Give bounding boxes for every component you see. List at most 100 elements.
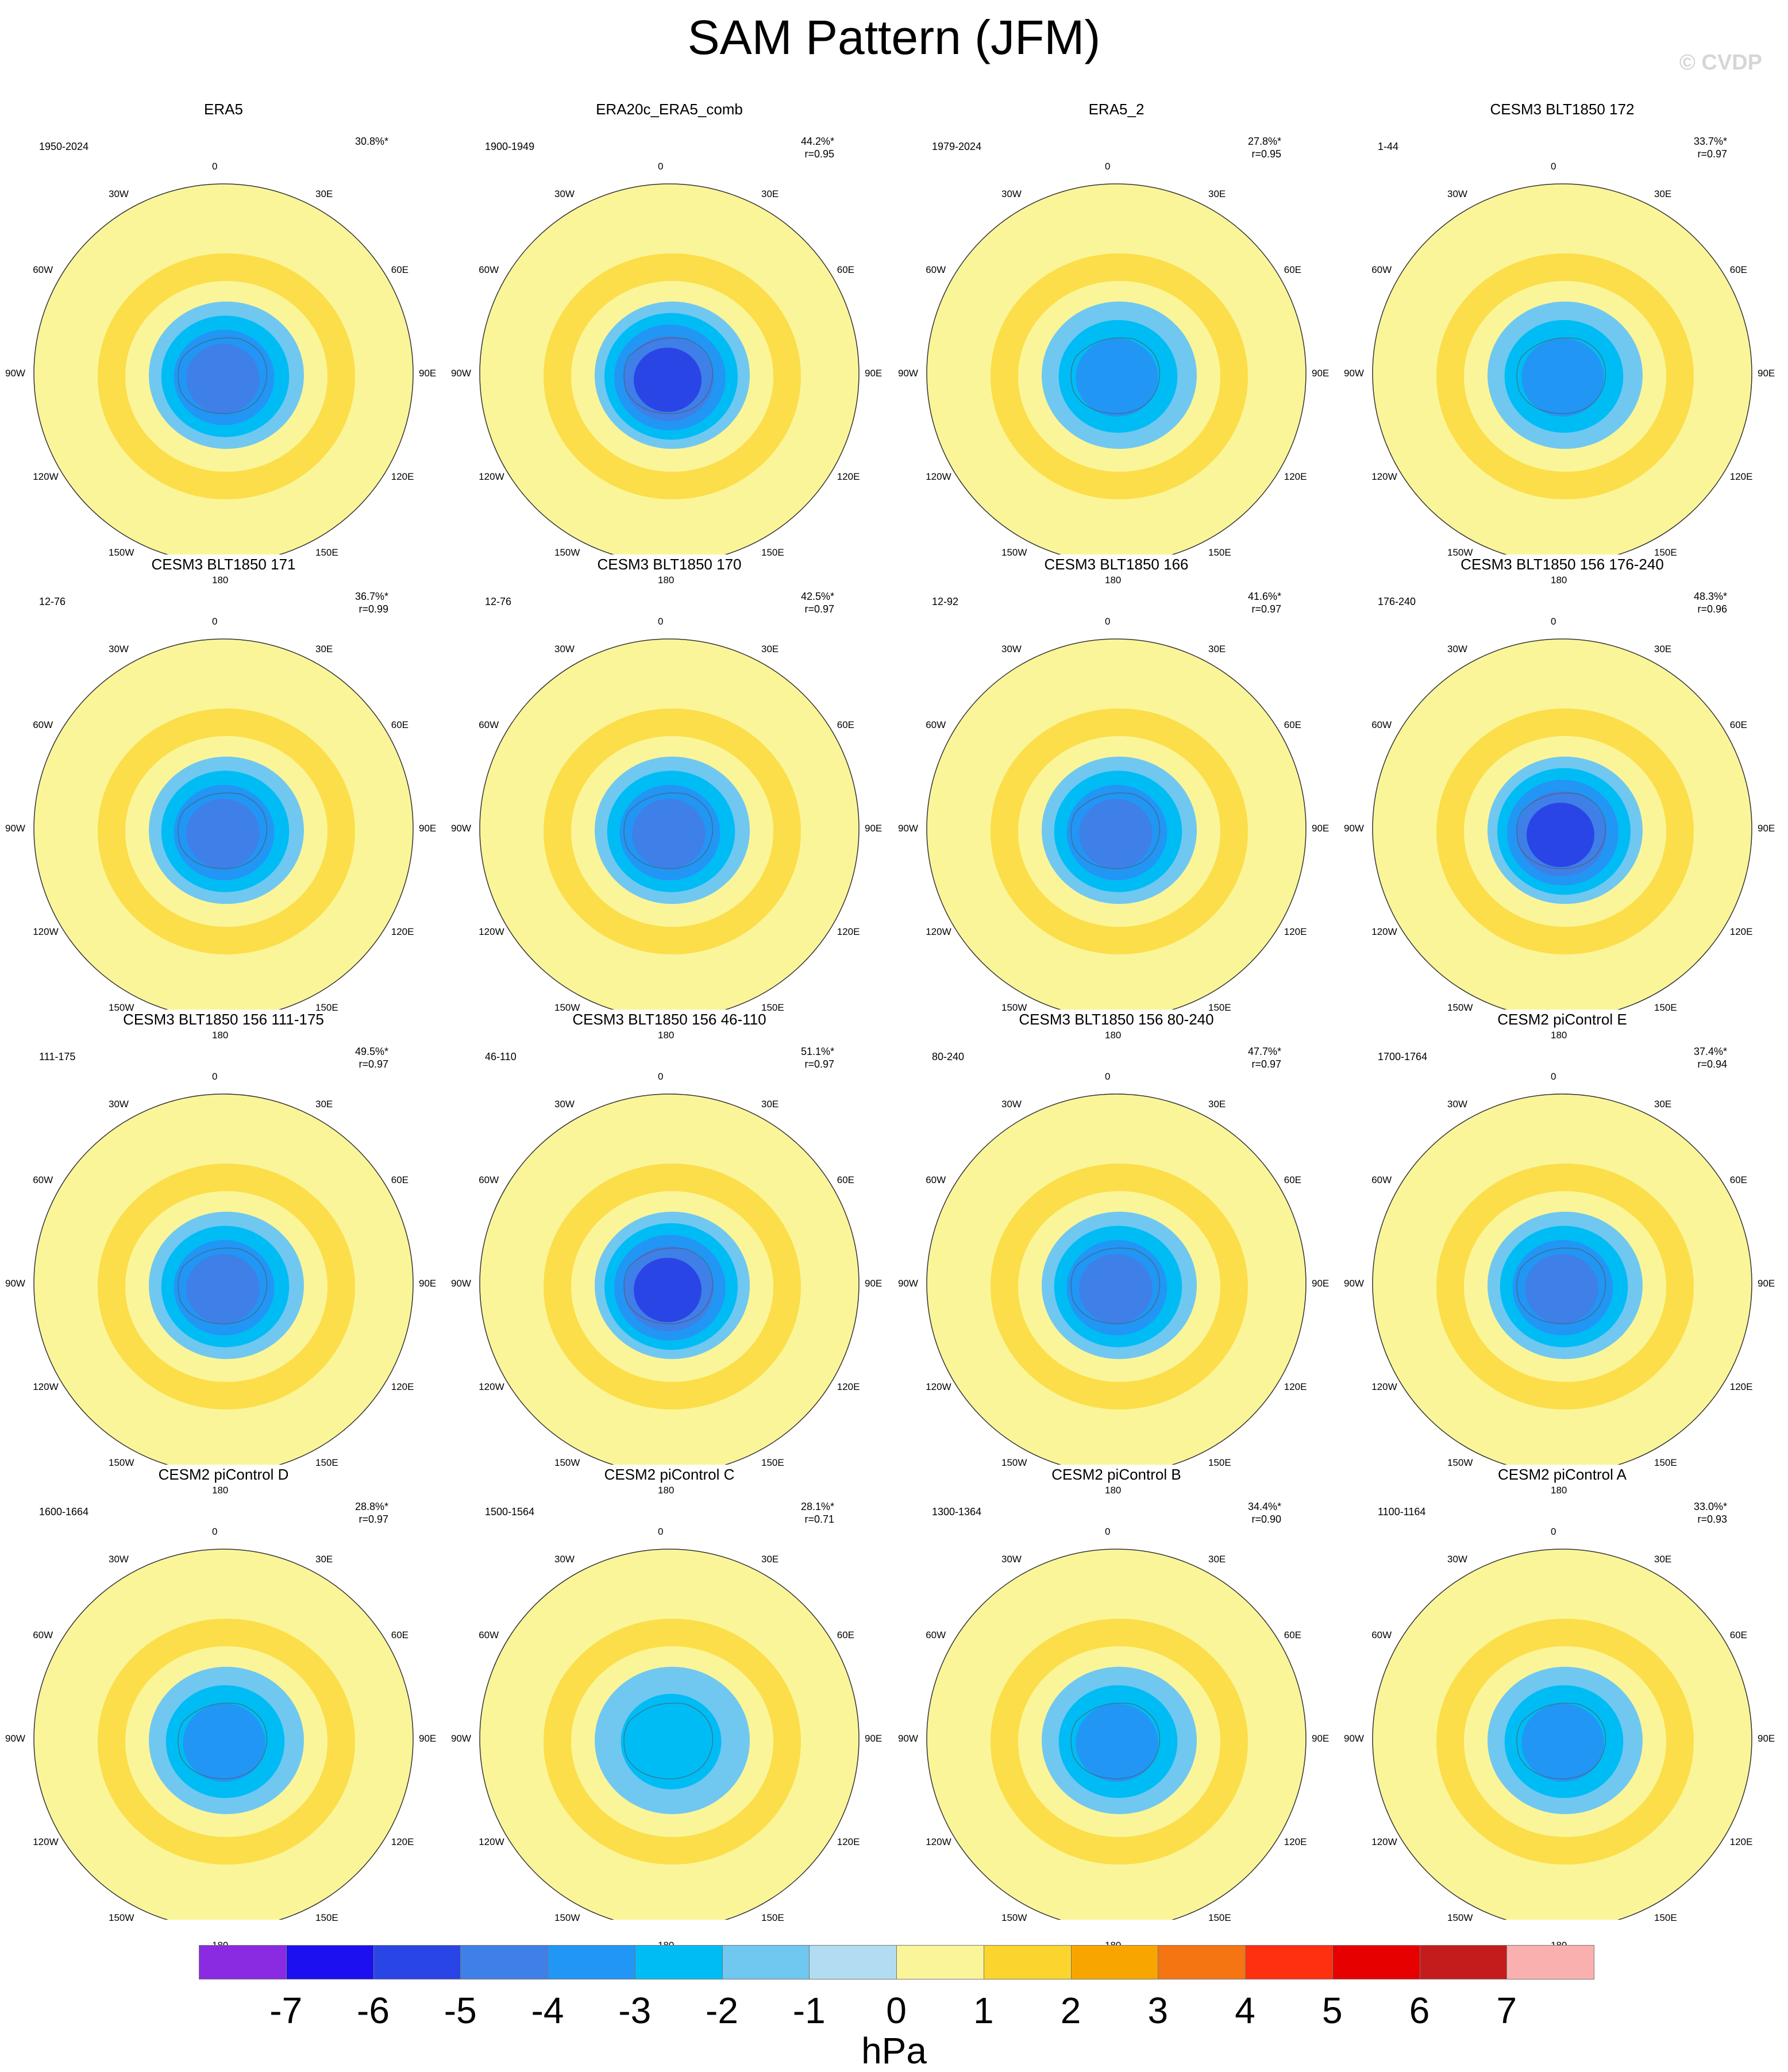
pattern-correlation: r=0.94 [1697,1058,1728,1070]
polar-map [926,638,1307,1010]
longitude-label: 150W [109,546,134,558]
panel-variance: 41.6%* r=0.97 [1248,590,1281,615]
longitude-label: 150W [1447,1002,1473,1013]
longitude-label: 60W [1371,264,1392,275]
longitude-label: 60E [837,1174,855,1185]
map-border [926,183,1307,554]
colorbar-tick-label: -7 [269,1990,303,2031]
longitude-label: 120W [926,471,951,482]
antarctica-coastline [1516,337,1606,414]
map-panel: CESM3 BLT1850 156 176-240 176-240 48.3%* r=… [1339,556,1786,1041]
pattern-correlation: r=0.97 [804,1058,835,1070]
longitude-label: 90E [1312,368,1330,379]
colorbar-segment [548,1945,635,1979]
longitude-label: 60W [1371,719,1392,730]
panel-variance: 27.8%* r=0.95 [1248,135,1281,160]
negative-anomaly-contour [1079,799,1153,869]
longitude-label: 180 [1551,575,1567,586]
negative-anomaly-contour [186,1254,260,1324]
longitude-label: 120E [1284,1836,1307,1847]
panel-years: 111-175 [39,1051,76,1062]
longitude-label: 60W [33,1174,53,1185]
longitude-label: 60W [33,1630,53,1640]
positive-anomaly-ring [544,1619,801,1865]
longitude-label: 60E [391,264,409,275]
longitude-label: 150W [1447,1457,1473,1468]
longitude-label: 150W [109,1002,134,1013]
longitude-label: 60E [1284,264,1302,275]
longitude-label: 30E [761,188,779,200]
antarctica-coastline [623,337,714,414]
longitude-label: 30W [1001,188,1022,200]
panel-variance: 49.5%* r=0.97 [355,1045,388,1070]
negative-anomaly-contour [183,1703,265,1782]
longitude-label: 150W [1001,1912,1027,1923]
colorbar-segment [1070,1945,1159,1979]
longitude-label: 180 [1551,1485,1567,1496]
positive-anomaly-ring [991,1619,1248,1865]
pattern-correlation: r=0.99 [359,603,389,615]
longitude-label: 90W [898,368,918,379]
longitude-label: 150E [315,1457,338,1468]
longitude-label: 60E [1729,1174,1748,1185]
longitude-label: 120E [1284,471,1307,482]
positive-anomaly-ring [98,1164,355,1409]
variance-explained: 48.3%* [1694,591,1728,602]
map-panel: ERA5_2 1979-2024 27.8%* r=0.95 0 30E 60E 90E 120… [893,101,1340,586]
longitude-label: 30E [761,1099,779,1110]
positive-anomaly-ring [544,708,801,954]
longitude-label: 180 [1105,575,1122,586]
map-border [1372,1549,1752,1920]
panel-title: CESM2 piControl A [1498,1466,1627,1483]
longitude-label: 0 [1551,616,1556,627]
map-panel: ERA20c_ERA5_comb 1900-1949 44.2%* r=0.95 0 30… [446,101,893,586]
longitude-label: 120W [1371,471,1397,482]
map-panel: CESM3 BLT1850 166 12-92 41.6%* r=0.97 0 30E 60… [893,556,1340,1041]
colorbar-segment [1245,1945,1333,1979]
longitude-label: 0 [1105,1071,1111,1082]
colorbar-tick-label: -4 [531,1990,564,2031]
longitude-label: 30W [554,1554,575,1565]
longitude-label: 60W [33,264,53,275]
map-panel: CESM2 piControl D 1600-1664 28.8%* r=0.97 0 3… [0,1466,447,1951]
positive-anomaly-ring [1436,708,1694,954]
longitude-label: 30W [1447,1554,1467,1565]
variance-explained: 33.7%* [1694,136,1728,147]
variance-explained: 28.8%* [355,1501,389,1512]
longitude-label: 30W [554,188,575,200]
longitude-label: 120W [926,1836,951,1847]
pattern-correlation: r=0.93 [1697,1513,1728,1525]
longitude-label: 0 [212,1071,218,1082]
pattern-correlation: r=0.97 [1251,1058,1282,1070]
colorbar-tick-label: 5 [1321,1990,1343,2031]
longitude-label: 90W [451,1278,471,1289]
longitude-label: 60W [926,264,946,275]
longitude-label: 90E [1312,1733,1330,1744]
longitude-label: 120W [33,1836,59,1847]
longitude-label: 60E [391,1174,409,1185]
negative-anomaly-contour [1076,338,1158,417]
longitude-label: 120E [837,1836,860,1847]
longitude-label: 150W [1001,1457,1027,1468]
map-panel: CESM3 BLT1850 170 12-76 42.5%* r=0.97 0 30E 60… [446,556,893,1041]
longitude-label: 120W [479,1836,504,1847]
longitude-label: 120W [479,1381,504,1392]
panel-variance: 33.0%* r=0.93 [1694,1500,1727,1526]
longitude-label: 90W [5,1733,25,1744]
map-border [1372,638,1752,1010]
pattern-correlation: r=0.71 [804,1513,835,1525]
longitude-label: 150E [1654,1912,1677,1923]
longitude-label: 120W [926,1381,951,1392]
longitude-label: 150W [554,1912,580,1923]
colorbar-tick-label: 4 [1235,1990,1255,2031]
longitude-label: 60W [479,719,499,730]
pattern-correlation: r=0.97 [1697,148,1728,160]
polar-map [33,638,414,1010]
longitude-label: 60E [837,264,855,275]
panel-years: 12-92 [932,596,959,607]
colorbar-segment [896,1945,984,1979]
colorbar-tick-label: -3 [618,1990,652,2031]
map-panel: CESM3 BLT1850 156 80-240 80-240 47.7%* r=0.… [893,1011,1340,1496]
colorbar-tick-label: -2 [706,1990,738,2031]
longitude-label: 180 [658,575,675,586]
